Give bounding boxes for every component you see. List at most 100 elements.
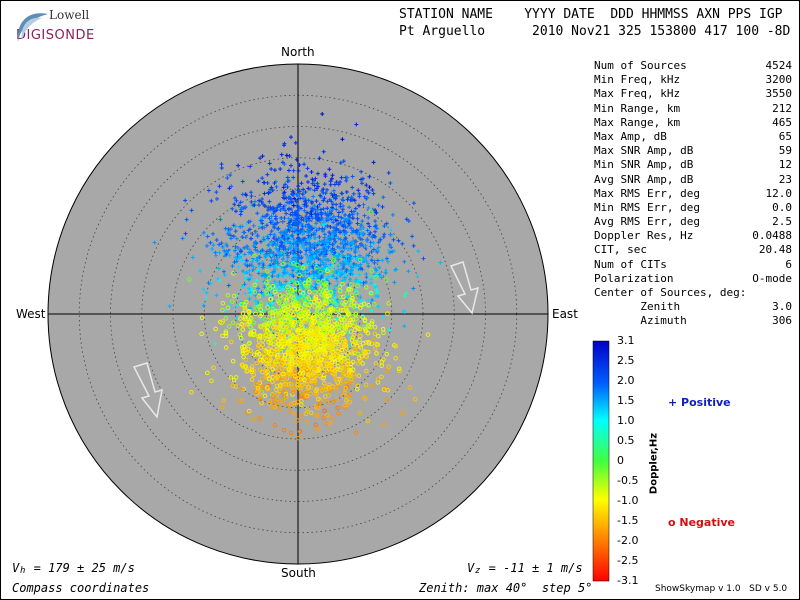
stat-row: Polarization O-mode — [594, 272, 792, 286]
positive-source-point — [326, 275, 331, 280]
negative-source-point — [306, 335, 311, 340]
positive-source-point — [295, 208, 300, 213]
negative-source-point — [324, 362, 330, 367]
positive-source-point — [318, 263, 323, 268]
positive-source-point — [214, 190, 219, 195]
positive-source-point — [214, 196, 219, 201]
negative-source-point — [300, 355, 306, 361]
positive-source-point — [222, 248, 227, 253]
positive-source-point — [310, 177, 315, 182]
positive-source-point — [332, 247, 337, 252]
negative-source-point — [315, 358, 321, 364]
positive-source-point — [229, 184, 234, 189]
positive-source-point — [290, 233, 295, 238]
negative-source-point — [302, 280, 308, 286]
positive-source-point — [402, 324, 407, 329]
positive-source-point — [387, 242, 392, 247]
positive-source-point — [295, 295, 300, 300]
negative-source-point — [282, 365, 288, 370]
positive-source-point — [350, 272, 355, 277]
positive-source-point — [304, 241, 309, 246]
positive-source-point — [354, 228, 359, 233]
negative-source-point — [245, 368, 250, 374]
negative-source-point — [311, 312, 317, 318]
positive-source-point — [389, 245, 394, 250]
negative-source-point — [257, 323, 263, 329]
positive-source-point — [290, 278, 295, 283]
positive-source-point — [392, 248, 397, 253]
positive-source-point — [283, 279, 288, 284]
positive-source-point — [260, 221, 265, 226]
negative-source-point — [354, 290, 359, 296]
positive-source-point — [236, 203, 241, 208]
stat-value: 65 — [778, 129, 792, 143]
positive-source-point — [340, 137, 345, 142]
positive-source-point — [293, 219, 298, 224]
negative-source-point — [348, 368, 353, 373]
positive-source-point — [323, 276, 328, 281]
positive-source-point — [210, 247, 215, 252]
negative-source-point — [280, 335, 285, 341]
positive-source-point — [355, 221, 360, 226]
positive-source-point — [244, 258, 249, 263]
positive-source-point — [219, 166, 224, 171]
positive-source-point — [313, 176, 318, 181]
negative-source-point — [292, 286, 297, 292]
negative-source-point — [266, 363, 271, 369]
negative-source-point — [262, 322, 267, 328]
positive-source-point — [268, 249, 273, 254]
negative-source-point — [266, 320, 272, 326]
negative-source-point — [324, 421, 330, 426]
positive-source-point — [344, 189, 349, 194]
positive-source-point — [279, 152, 284, 157]
positive-source-point — [228, 173, 233, 178]
negative-source-point — [322, 408, 327, 414]
negative-source-point — [265, 305, 270, 310]
negative-source-point — [321, 278, 326, 284]
negative-source-point — [327, 382, 332, 387]
positive-source-point — [221, 269, 226, 274]
positive-source-point — [247, 286, 252, 291]
negative-source-point — [366, 341, 372, 346]
positive-source-point — [271, 264, 276, 269]
positive-source-point — [320, 229, 325, 234]
negative-source-point — [294, 262, 300, 268]
negative-source-point — [311, 360, 317, 365]
negative-source-point — [257, 416, 262, 421]
negative-source-point — [286, 321, 292, 327]
positive-source-point — [244, 273, 249, 278]
negative-source-point — [341, 294, 346, 300]
positive-source-point — [326, 244, 331, 249]
positive-source-point — [364, 272, 369, 277]
positive-source-point — [274, 184, 279, 189]
positive-source-point — [270, 205, 275, 210]
negative-source-point — [380, 326, 386, 332]
negative-source-point — [252, 289, 258, 295]
positive-source-point — [321, 190, 326, 195]
positive-source-point — [319, 211, 324, 216]
stat-row: Azimuth 306 — [594, 314, 792, 328]
negative-source-point — [253, 311, 258, 317]
positive-source-point — [386, 259, 391, 264]
positive-source-point — [310, 264, 315, 269]
positive-source-point — [336, 182, 341, 187]
positive-source-point — [402, 309, 407, 314]
stat-label: Min RMS Err, deg — [594, 200, 700, 214]
positive-source-point — [421, 256, 426, 261]
negative-source-point — [277, 310, 282, 315]
positive-source-point — [336, 221, 341, 226]
negative-source-point — [281, 394, 287, 399]
positive-source-point — [288, 237, 293, 242]
negative-source-point — [332, 359, 338, 364]
positive-source-point — [288, 225, 293, 230]
positive-source-point — [243, 235, 248, 240]
negative-source-point — [189, 389, 194, 395]
positive-source-point — [291, 168, 296, 173]
negative-source-point — [267, 286, 272, 291]
positive-source-point — [342, 216, 347, 221]
positive-source-point — [331, 188, 336, 193]
positive-source-point — [234, 259, 239, 264]
negative-source-point — [269, 296, 274, 302]
negative-source-point — [306, 343, 311, 349]
negative-source-point — [328, 289, 334, 295]
